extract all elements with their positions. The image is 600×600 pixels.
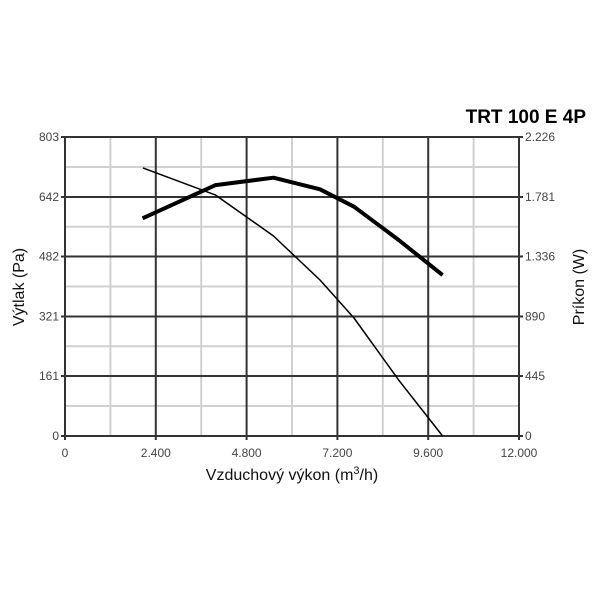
x-tick-label: 4.800 (232, 446, 262, 460)
minor-grid (65, 137, 519, 436)
x-axis-label-tail: /h) (360, 467, 379, 484)
y2-tick-label: 1.336 (525, 250, 555, 264)
y2-axis-label: Príkon (W) (571, 249, 588, 325)
y-axis-label: Výtlak (Pa) (11, 248, 28, 326)
x-axis-label-sup: 3 (353, 465, 359, 477)
pressure-curve (142, 167, 444, 437)
y-tick-label: 642 (39, 190, 59, 204)
tick-labels: 0 2.400 4.800 7.200 9.600 12.000 0 161 321 482 642… (39, 130, 555, 460)
x-tick-label: 2.400 (141, 446, 171, 460)
y-tick-label: 803 (39, 130, 59, 144)
y-tick-label: 161 (39, 369, 59, 383)
y-tick-label: 482 (39, 250, 59, 264)
y2-tick-label: 890 (525, 309, 545, 323)
x-tick-label: 0 (62, 446, 69, 460)
x-axis-label: Vzduchový výkon (m3/h) (206, 465, 378, 484)
chart-title: TRT 100 E 4P (466, 107, 587, 128)
y-tick-label: 321 (39, 309, 59, 323)
y2-tick-label: 1.781 (525, 190, 555, 204)
x-tick-label: 9.600 (413, 446, 443, 460)
y-tick-label: 0 (52, 429, 59, 443)
major-grid (61, 136, 523, 440)
power-curve (141, 175, 444, 277)
x-tick-label: 12.000 (501, 446, 538, 460)
series-lines (141, 167, 444, 437)
y2-tick-label: 2.226 (525, 130, 555, 144)
x-axis-label-main: Vzduchový výkon (m (206, 467, 354, 484)
y2-tick-label: 0 (525, 429, 532, 443)
y2-tick-label: 445 (525, 369, 545, 383)
x-tick-label: 7.200 (322, 446, 352, 460)
